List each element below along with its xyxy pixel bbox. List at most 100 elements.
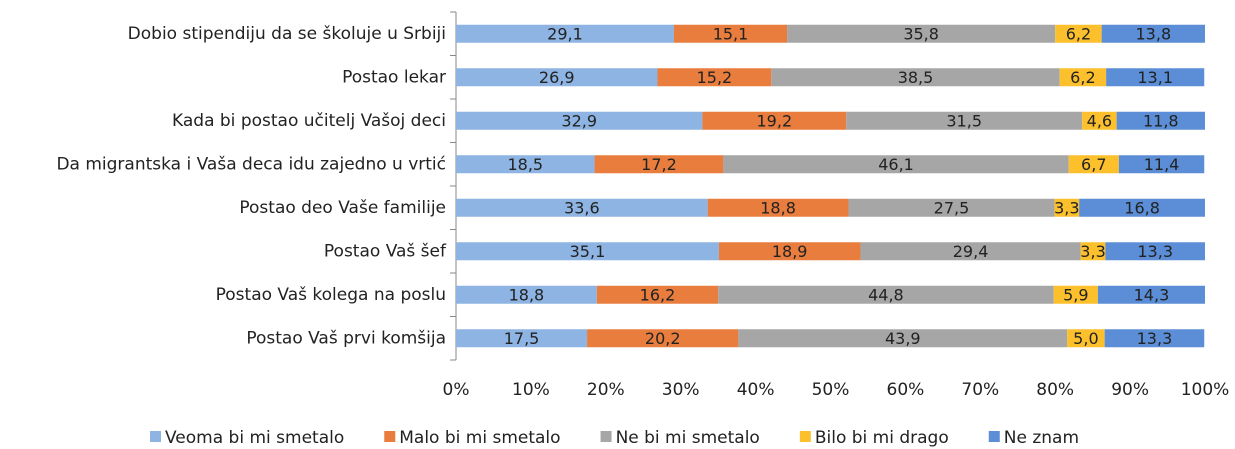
legend-label: Veoma bi mi smetalo — [165, 428, 344, 448]
data-label: 5,9 — [1063, 285, 1088, 304]
data-label: 17,2 — [641, 155, 677, 174]
x-tick-label: 10% — [512, 380, 550, 400]
data-label: 18,9 — [772, 242, 808, 261]
data-label: 3,3 — [1054, 198, 1079, 217]
data-label: 43,9 — [885, 329, 921, 348]
bar-segment — [1068, 155, 1119, 174]
data-label: 15,2 — [697, 68, 733, 87]
category-label: Postao Vaš šef — [324, 241, 447, 261]
data-label: 13,1 — [1137, 68, 1173, 87]
bar-segment — [1116, 111, 1205, 130]
bar-segment — [1118, 155, 1205, 174]
bar-segment — [718, 242, 861, 261]
x-tick-label: 90% — [1111, 380, 1149, 400]
bar-segment — [860, 242, 1081, 261]
legend-label: Ne znam — [1004, 428, 1079, 448]
x-tick-label: 70% — [961, 380, 999, 400]
data-label: 13,8 — [1136, 24, 1172, 43]
bar-segment — [1082, 111, 1117, 130]
bar-segment — [594, 155, 724, 174]
legend-swatch — [150, 431, 161, 442]
legend-label: Ne bi mi smetalo — [616, 428, 760, 448]
data-label: 17,5 — [504, 329, 540, 348]
bar-segment — [1097, 285, 1205, 304]
data-label: 14,3 — [1134, 285, 1170, 304]
bar-segment — [456, 285, 597, 304]
x-tick-label: 0% — [443, 380, 470, 400]
bar-segment — [718, 285, 1054, 304]
bar-segment — [707, 198, 849, 217]
category-label: Dobio stipendiju da se školuje u Srbiji — [128, 24, 446, 44]
legend-swatch — [988, 431, 1000, 442]
bar-segment — [1106, 68, 1205, 87]
x-tick-label: 60% — [887, 380, 925, 400]
bar-segment — [1104, 329, 1205, 348]
bar-segment — [1053, 285, 1098, 304]
bar-segment — [596, 285, 719, 304]
data-label: 44,8 — [868, 285, 904, 304]
data-label: 16,2 — [640, 285, 676, 304]
bar-segment — [1105, 242, 1205, 261]
bar-segment — [1055, 24, 1102, 43]
legend-swatch — [600, 431, 612, 442]
bar-segment — [1054, 198, 1080, 217]
bar-segment — [1067, 329, 1105, 348]
category-label: Postao Vaš kolega na poslu — [216, 285, 446, 305]
data-label: 29,4 — [953, 242, 989, 261]
data-label: 38,5 — [898, 68, 934, 87]
legend-swatch — [799, 431, 811, 442]
bar-segment — [456, 111, 703, 130]
legend-label: Bilo bi mi drago — [815, 428, 949, 448]
bar-segment — [1059, 68, 1107, 87]
bar-segment — [456, 68, 658, 87]
data-label: 6,2 — [1070, 68, 1095, 87]
category-label: Da migrantska i Vaša deca idu zajedno u … — [56, 154, 446, 174]
bar-segment — [657, 68, 772, 87]
data-label: 29,1 — [547, 24, 583, 43]
x-tick-label: 80% — [1036, 380, 1074, 400]
data-label: 13,3 — [1137, 329, 1173, 348]
data-label: 6,2 — [1066, 24, 1091, 43]
bar-segment — [456, 198, 708, 217]
data-label: 26,9 — [539, 68, 575, 87]
bar-segment — [456, 242, 719, 261]
bar-segment — [1101, 24, 1205, 43]
data-label: 16,8 — [1124, 198, 1160, 217]
data-label: 46,1 — [878, 155, 914, 174]
x-tick-label: 100% — [1181, 380, 1230, 400]
legend-swatch — [384, 431, 396, 442]
category-label: Postao deo Vaše familije — [239, 198, 446, 218]
data-label: 6,7 — [1081, 155, 1106, 174]
data-label: 11,4 — [1144, 155, 1180, 174]
category-label: Kada bi postao učitelj Vašoj deci — [172, 111, 446, 131]
bar-segment — [771, 68, 1060, 87]
bar-segment — [456, 155, 595, 174]
x-tick-label: 20% — [587, 380, 625, 400]
bar-segment — [723, 155, 1069, 174]
bar-segment — [738, 329, 1068, 348]
bar-segment — [1079, 198, 1205, 217]
bar-segment — [456, 329, 588, 348]
bar-segment — [846, 111, 1083, 130]
data-label: 3,3 — [1080, 242, 1105, 261]
data-label: 32,9 — [561, 111, 597, 130]
bar-segment — [673, 24, 788, 43]
data-label: 11,8 — [1143, 111, 1179, 130]
bar-segment — [702, 111, 847, 130]
data-label: 33,6 — [564, 198, 600, 217]
data-label: 13,3 — [1137, 242, 1173, 261]
category-label: Postao Vaš prvi komšija — [246, 328, 446, 348]
data-label: 20,2 — [645, 329, 681, 348]
data-label: 35,1 — [570, 242, 606, 261]
data-label: 18,8 — [760, 198, 796, 217]
data-label: 31,5 — [946, 111, 982, 130]
data-label: 18,5 — [507, 155, 543, 174]
data-label: 18,8 — [509, 285, 545, 304]
data-label: 19,2 — [757, 111, 793, 130]
category-label: Postao lekar — [342, 67, 446, 87]
legend-label: Malo bi mi smetalo — [399, 428, 560, 448]
data-label: 35,8 — [903, 24, 939, 43]
bar-segment — [456, 24, 674, 43]
x-tick-label: 30% — [662, 380, 700, 400]
